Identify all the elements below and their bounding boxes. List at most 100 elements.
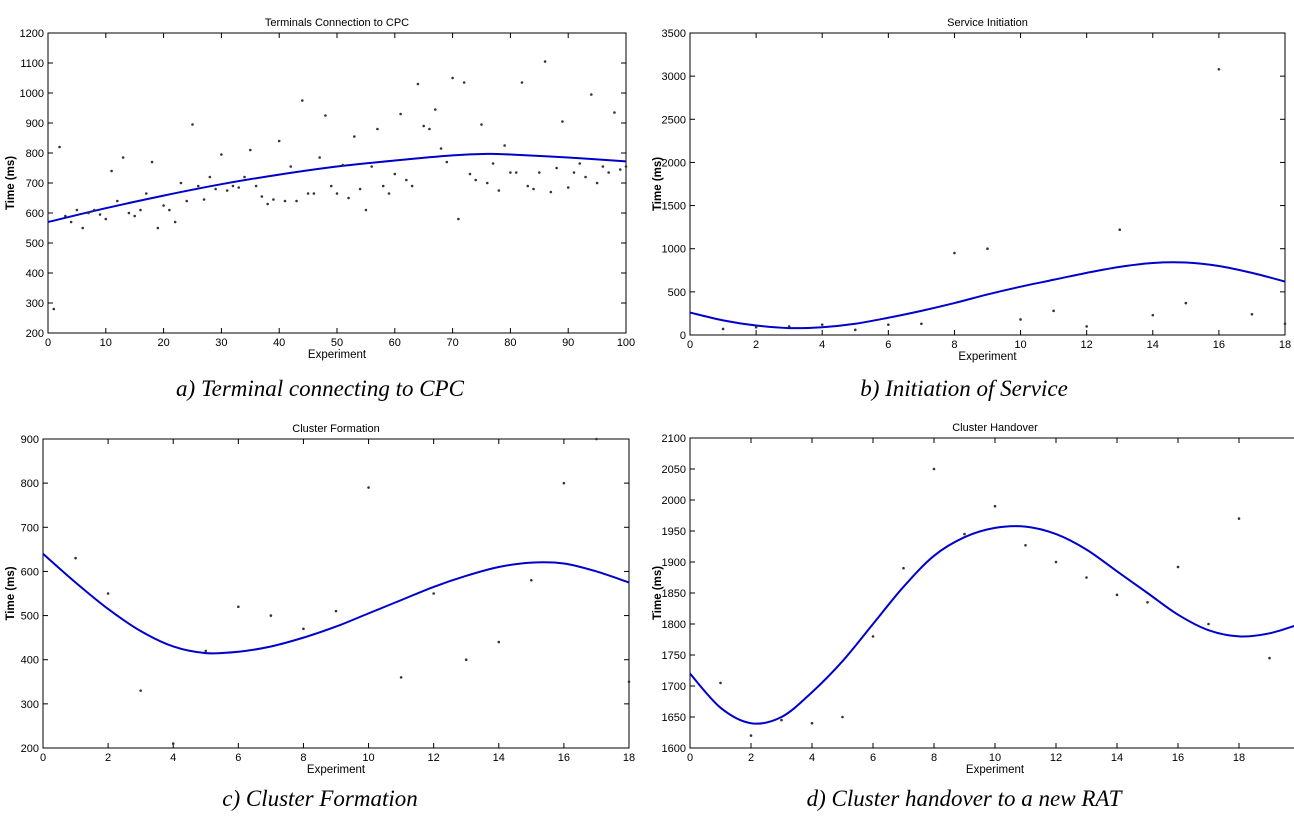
x-tick-label: 14 <box>1111 752 1123 764</box>
data-point <box>538 171 541 174</box>
data-point <box>607 171 610 174</box>
y-tick-label: 3000 <box>662 71 686 83</box>
data-point <box>543 60 547 63</box>
y-tick-label: 900 <box>21 434 39 446</box>
data-point <box>416 82 420 86</box>
data-point <box>272 198 275 201</box>
data-point <box>266 202 269 206</box>
data-point <box>393 172 397 176</box>
data-point <box>474 178 478 182</box>
data-point <box>514 171 518 174</box>
caption-d: d) Cluster handover to a new RAT <box>806 786 1122 811</box>
data-point <box>549 190 553 194</box>
chart-panel-service-initiation: Service Initiation 0 2 4 6 8 10 12 14 16 18 0 500 100… <box>647 0 1294 372</box>
data-point <box>202 198 206 201</box>
x-tick-label: 8 <box>931 752 937 764</box>
data-point <box>243 175 246 179</box>
data-point <box>1054 560 1058 564</box>
data-point <box>810 721 814 725</box>
data-point <box>139 689 142 692</box>
x-tick-label: 2 <box>748 752 754 764</box>
y-tick-label: 800 <box>26 148 44 160</box>
y-tick-label: 2000 <box>662 157 686 169</box>
data-point <box>387 192 391 195</box>
data-point <box>1176 565 1180 569</box>
x-tick-label: 4 <box>809 752 815 764</box>
y-axis-label: Time (ms) <box>5 566 17 620</box>
data-point <box>179 181 183 185</box>
data-point <box>1207 622 1210 626</box>
data-point <box>787 325 791 328</box>
plot-frame <box>42 438 630 749</box>
data-point <box>464 658 468 662</box>
y-axis-label: Time (ms) <box>652 157 664 211</box>
data-point <box>1019 318 1022 321</box>
x-tick-label: 0 <box>687 752 693 764</box>
data-point <box>480 123 483 126</box>
x-tick-label: 12 <box>1050 752 1062 764</box>
y-tick-label: 2000 <box>662 495 686 507</box>
data-point <box>491 162 495 165</box>
data-point <box>451 76 454 80</box>
y-tick-label: 800 <box>21 478 39 490</box>
data-point <box>150 160 154 164</box>
data-point <box>601 165 605 168</box>
data-point <box>902 566 905 570</box>
data-point <box>81 226 84 230</box>
y-tick-label: 500 <box>21 611 39 623</box>
data-point <box>1250 312 1254 316</box>
x-tick-label: 0 <box>45 337 51 349</box>
x-tick-label: 70 <box>446 337 458 349</box>
data-point <box>249 148 252 152</box>
data-point <box>69 220 73 224</box>
y-tick-label: 2500 <box>662 114 686 126</box>
y-tick-label: 700 <box>26 178 44 190</box>
y-axis-label: Time (ms) <box>5 156 17 210</box>
data-point <box>121 156 125 159</box>
y-tick-label: 1500 <box>662 201 686 213</box>
y-tick-label: 600 <box>21 566 39 578</box>
data-point <box>347 196 350 200</box>
x-tick-label: 10 <box>1014 339 1026 351</box>
data-point <box>64 214 67 218</box>
chart-svg: Terminals Connection to CPC 0 10 20 30 40 50 60… <box>5 17 635 361</box>
y-axis-label: Time (ms) <box>652 566 664 620</box>
data-point <box>520 81 524 84</box>
chart-panel-terminals-connection: Terminals Connection to CPC 0 10 20 30 40 50 60… <box>0 0 647 372</box>
x-axis-label: Experiment <box>308 349 367 361</box>
data-point <box>116 199 119 203</box>
data-point <box>986 247 989 251</box>
y-tick-label: 1100 <box>20 58 44 70</box>
data-point <box>841 715 844 719</box>
y-tick-label: 1850 <box>662 588 686 600</box>
y-tick-label: 2100 <box>662 433 686 445</box>
data-point <box>329 184 333 188</box>
data-point <box>75 208 79 212</box>
data-point <box>468 172 472 176</box>
data-point <box>133 214 136 218</box>
data-point <box>555 166 558 170</box>
x-tick-label: 90 <box>562 337 574 349</box>
data-point <box>780 718 783 722</box>
data-point <box>1268 656 1271 660</box>
data-point <box>289 165 293 168</box>
y-tick-label: 700 <box>21 522 39 534</box>
caption-a: a) Terminal connecting to CPC <box>176 376 464 401</box>
data-point <box>590 93 593 96</box>
data-point <box>87 211 90 215</box>
data-point <box>721 327 725 331</box>
data-point <box>572 171 576 174</box>
data-point <box>185 199 189 203</box>
chart-svg: Cluster Handover024681012141618201600165… <box>652 422 1294 776</box>
data-point <box>887 323 890 326</box>
x-tick-label: 14 <box>1147 339 1159 351</box>
x-tick-label: 18 <box>1279 339 1291 351</box>
data-point <box>58 145 61 149</box>
fit-curve <box>689 525 1294 725</box>
y-tick-label: 2050 <box>662 464 686 476</box>
data-point <box>191 123 194 126</box>
data-point <box>497 189 501 192</box>
x-tick-label: 16 <box>1172 752 1184 764</box>
data-point <box>497 640 501 644</box>
x-tick-label: 40 <box>273 337 285 349</box>
